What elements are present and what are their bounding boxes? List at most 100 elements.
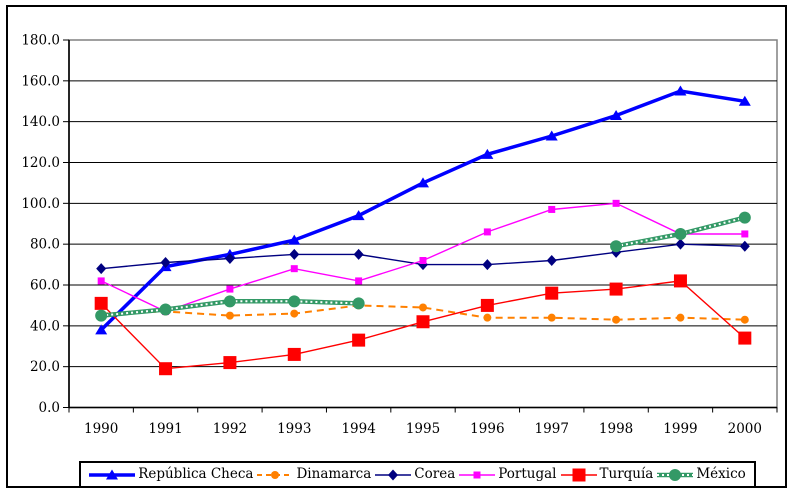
line-chart: 0.0 20.0 40.0 60.0 80.0 100.0 120.0 140.0 160.0 1… bbox=[21, 33, 778, 437]
triangle-marker bbox=[352, 210, 365, 221]
circle-marker bbox=[419, 303, 427, 312]
square-marker bbox=[572, 468, 585, 481]
diamond-marker bbox=[289, 248, 300, 260]
x-tick-label: 1998 bbox=[599, 421, 633, 437]
circle-marker bbox=[669, 468, 682, 481]
legend-item-mexico: México bbox=[657, 465, 746, 483]
square-marker bbox=[673, 274, 687, 288]
series-corea bbox=[96, 238, 750, 275]
legend-item-dinamarca: Dinamarca bbox=[257, 467, 371, 483]
triangle-marker bbox=[481, 148, 494, 159]
legend-item-turquia: Turquía bbox=[560, 465, 654, 483]
x-tick-label: 1999 bbox=[663, 421, 697, 437]
circle-marker bbox=[290, 309, 299, 318]
y-tick-label: 180.0 bbox=[21, 33, 60, 49]
diamond-marker bbox=[160, 257, 171, 269]
circle-marker bbox=[288, 295, 301, 308]
circle-marker bbox=[483, 313, 492, 322]
x-tick-label: 1996 bbox=[470, 421, 504, 437]
legend-label: Turquía bbox=[599, 465, 654, 482]
x-tick-label: 1993 bbox=[277, 421, 311, 437]
square-marker bbox=[548, 205, 556, 213]
triangle-marker bbox=[674, 85, 687, 96]
square-marker bbox=[609, 282, 623, 296]
square-marker bbox=[419, 257, 427, 264]
x-tick-label: 1994 bbox=[341, 421, 375, 437]
legend-item-republica-checa: República Checa bbox=[89, 467, 253, 483]
square-marker bbox=[473, 471, 481, 478]
square-marker bbox=[483, 228, 491, 236]
x-tick-label: 2000 bbox=[728, 421, 762, 437]
square-marker bbox=[741, 230, 749, 238]
legend-item-corea: Corea bbox=[375, 467, 455, 483]
triangle-marker bbox=[95, 324, 108, 335]
y-tick-label: 160.0 bbox=[21, 73, 60, 89]
square-marker bbox=[480, 298, 494, 312]
x-tick-label: 1991 bbox=[148, 421, 182, 437]
x-tick-label: 1995 bbox=[406, 421, 440, 437]
triangle-marker bbox=[545, 130, 558, 141]
circle-marker bbox=[225, 311, 234, 320]
y-tick-label: 100.0 bbox=[21, 196, 60, 212]
square-marker bbox=[416, 315, 430, 329]
x-tick-label: 1990 bbox=[84, 421, 118, 437]
triangle-marker bbox=[738, 95, 751, 106]
square-marker bbox=[94, 296, 108, 310]
y-tick-label: 60.0 bbox=[30, 278, 60, 294]
circle-marker bbox=[676, 313, 685, 322]
y-tick-label: 40.0 bbox=[30, 318, 60, 334]
diamond-marker bbox=[388, 469, 399, 480]
square-marker bbox=[612, 199, 620, 207]
y-tick-label: 120.0 bbox=[21, 155, 60, 171]
square-marker bbox=[355, 277, 363, 285]
circle-marker bbox=[547, 313, 556, 322]
diamond-marker bbox=[739, 240, 750, 252]
x-tick-label: 1997 bbox=[535, 421, 569, 437]
circle-marker bbox=[352, 297, 365, 310]
square-marker bbox=[226, 285, 234, 293]
legend-key-portugal-icon bbox=[459, 471, 496, 478]
triangle-marker bbox=[106, 469, 119, 479]
diamond-marker bbox=[482, 259, 493, 271]
square-marker bbox=[352, 333, 366, 347]
legend-key-corea-icon bbox=[375, 469, 412, 480]
circle-marker bbox=[740, 315, 749, 324]
legend-label: México bbox=[696, 465, 746, 482]
y-tick-label: 140.0 bbox=[21, 114, 60, 130]
diamond-marker bbox=[675, 238, 686, 250]
triangle-marker bbox=[610, 110, 623, 121]
legend-label: Corea bbox=[414, 465, 456, 482]
legend-key-turquia-icon bbox=[560, 468, 597, 481]
legend-key-republica-checa-icon bbox=[89, 469, 136, 479]
triangle-marker bbox=[288, 234, 301, 245]
y-tick-label: 80.0 bbox=[30, 237, 60, 253]
chart-legend: República Checa Dinamarca Corea Portugal Tur… bbox=[79, 461, 756, 488]
legend-item-portugal: Portugal bbox=[459, 465, 557, 483]
diamond-marker bbox=[96, 263, 107, 275]
x-tick-label: 1992 bbox=[213, 421, 247, 437]
circle-marker bbox=[612, 315, 621, 324]
legend-label: Portugal bbox=[498, 465, 557, 482]
triangle-marker bbox=[417, 177, 429, 188]
square-marker bbox=[545, 286, 559, 300]
square-marker bbox=[287, 347, 301, 361]
y-tick-label: 0.0 bbox=[39, 400, 60, 416]
series-mexico bbox=[95, 211, 751, 322]
legend-key-dinamarca-icon bbox=[257, 470, 294, 479]
legend-label: Dinamarca bbox=[296, 465, 372, 482]
diamond-marker bbox=[546, 255, 557, 266]
circle-marker bbox=[610, 240, 623, 253]
square-marker bbox=[159, 362, 173, 376]
legend-label: República Checa bbox=[138, 465, 254, 482]
square-marker bbox=[738, 331, 752, 345]
circle-marker bbox=[159, 303, 172, 316]
circle-marker bbox=[95, 309, 108, 322]
circle-marker bbox=[223, 295, 236, 308]
series-turquia bbox=[94, 274, 752, 376]
circle-marker bbox=[738, 211, 751, 224]
circle-marker bbox=[674, 227, 687, 240]
square-marker bbox=[290, 265, 298, 273]
circle-marker bbox=[271, 470, 280, 479]
square-marker bbox=[223, 356, 237, 370]
